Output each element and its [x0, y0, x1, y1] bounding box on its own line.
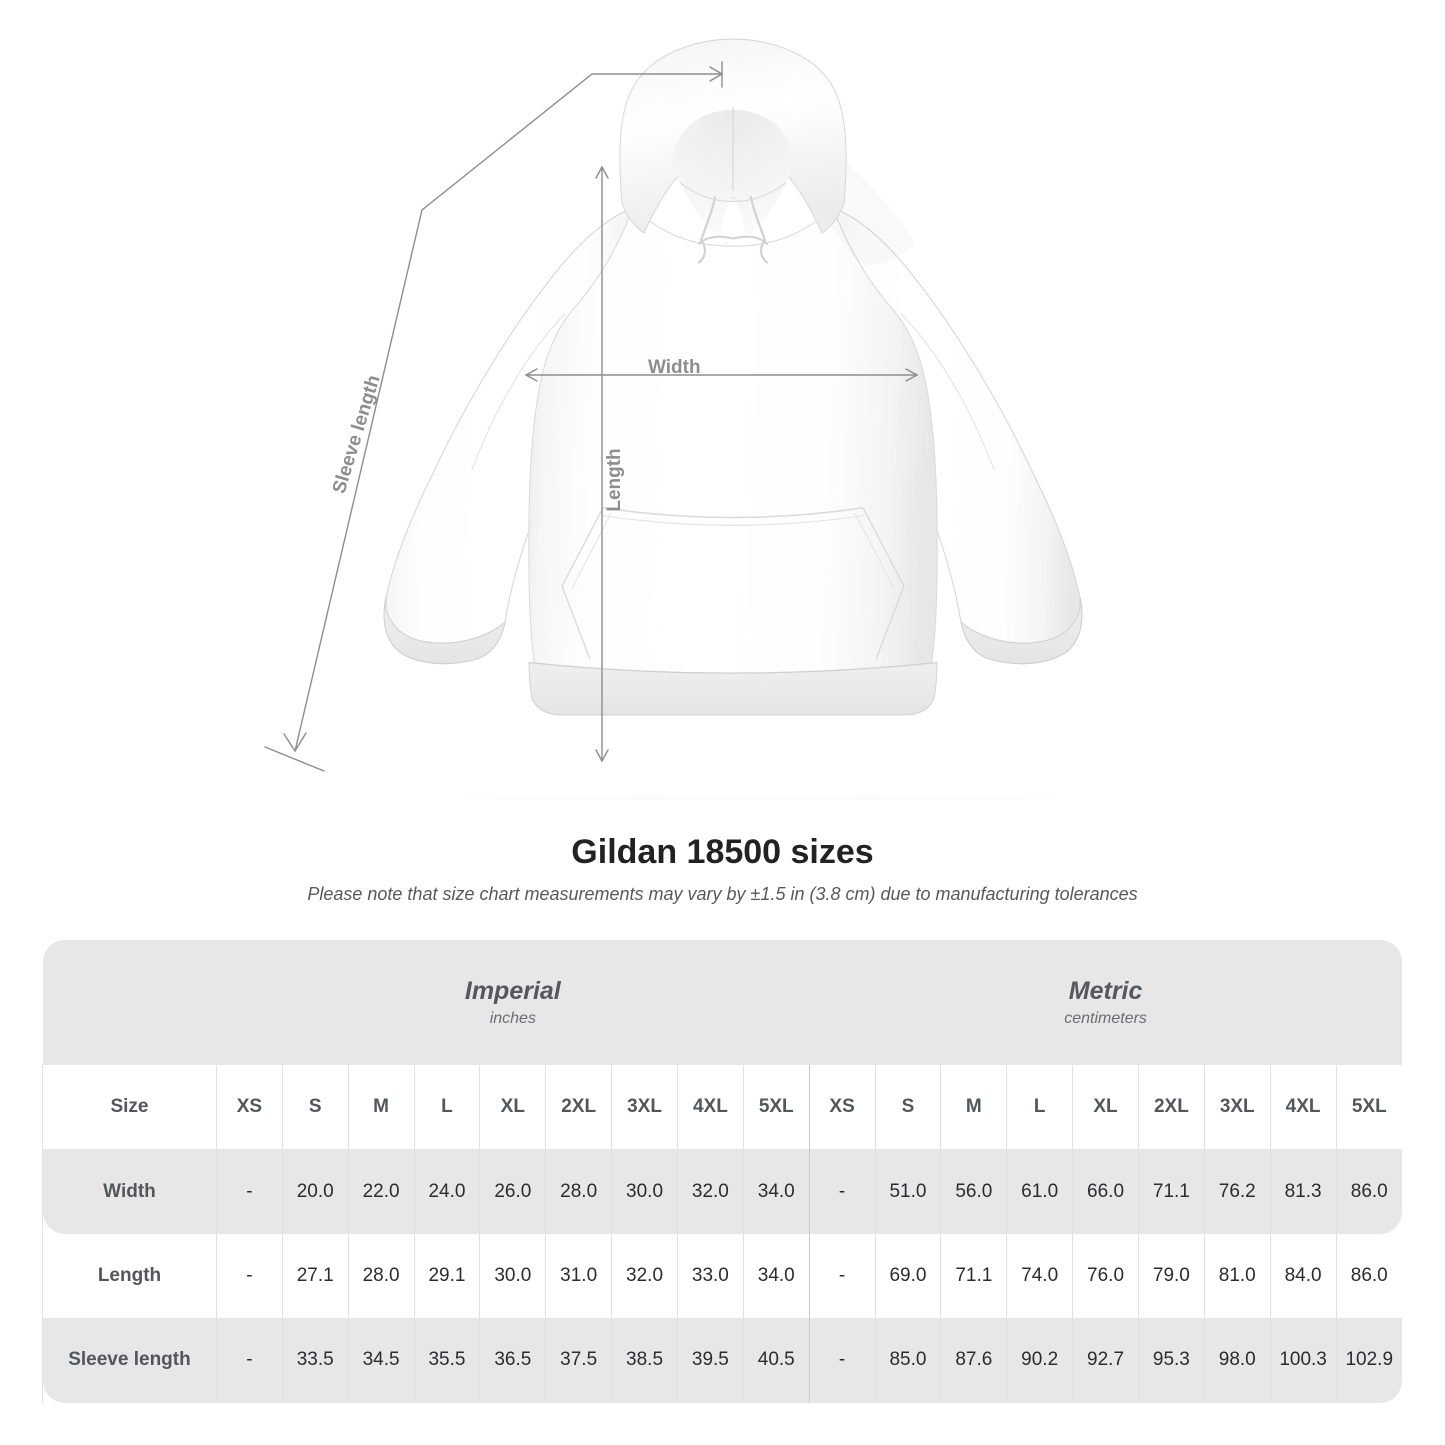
- svg-text:Sleeve length: Sleeve length: [329, 373, 385, 496]
- svg-text:Length: Length: [604, 448, 625, 511]
- svg-text:Width: Width: [648, 357, 701, 378]
